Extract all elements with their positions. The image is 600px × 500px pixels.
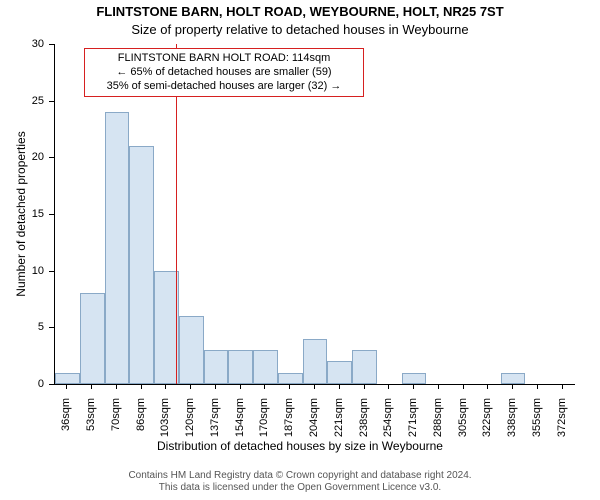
y-tick-mark <box>49 44 54 45</box>
x-tick-mark <box>364 384 365 389</box>
chart-title: FLINTSTONE BARN, HOLT ROAD, WEYBOURNE, H… <box>0 4 600 19</box>
histogram-bar <box>253 350 278 384</box>
x-tick-mark <box>438 384 439 389</box>
annotation-line-3: 35% of semi-detached houses are larger (… <box>91 80 357 94</box>
y-tick-label: 20 <box>0 151 44 163</box>
histogram-bar <box>204 350 229 384</box>
y-tick-mark <box>49 271 54 272</box>
histogram-bar <box>352 350 377 384</box>
x-tick-label: 53sqm <box>85 398 97 448</box>
x-tick-label: 86sqm <box>135 398 147 448</box>
x-tick-mark <box>66 384 67 389</box>
x-tick-mark <box>562 384 563 389</box>
x-tick-mark <box>240 384 241 389</box>
y-tick-mark <box>49 214 54 215</box>
x-tick-label: 204sqm <box>308 398 320 448</box>
x-tick-label: 305sqm <box>457 398 469 448</box>
chart-subtitle: Size of property relative to detached ho… <box>0 22 600 37</box>
histogram-bar <box>278 373 303 384</box>
x-tick-label: 372sqm <box>556 398 568 448</box>
x-tick-label: 103sqm <box>159 398 171 448</box>
histogram-bar <box>303 339 328 384</box>
x-tick-mark <box>165 384 166 389</box>
footer-text: Contains HM Land Registry data © Crown c… <box>0 470 600 494</box>
histogram-bar <box>55 373 80 384</box>
x-tick-label: 238sqm <box>358 398 370 448</box>
x-tick-mark <box>512 384 513 389</box>
y-tick-label: 25 <box>0 95 44 107</box>
histogram-bar <box>228 350 253 384</box>
x-tick-mark <box>91 384 92 389</box>
x-tick-label: 254sqm <box>382 398 394 448</box>
y-tick-mark <box>49 327 54 328</box>
histogram-bar <box>327 361 352 384</box>
x-tick-mark <box>116 384 117 389</box>
x-tick-label: 187sqm <box>283 398 295 448</box>
footer-line-1: Contains HM Land Registry data © Crown c… <box>0 470 600 482</box>
x-tick-mark <box>487 384 488 389</box>
x-tick-mark <box>463 384 464 389</box>
x-tick-label: 221sqm <box>333 398 345 448</box>
histogram-bar <box>179 316 204 384</box>
x-tick-label: 338sqm <box>506 398 518 448</box>
x-tick-label: 355sqm <box>531 398 543 448</box>
x-tick-mark <box>339 384 340 389</box>
x-tick-mark <box>388 384 389 389</box>
x-tick-mark <box>289 384 290 389</box>
histogram-bar <box>105 112 130 384</box>
y-tick-mark <box>49 101 54 102</box>
histogram-bar <box>80 293 105 384</box>
footer-line-2: This data is licensed under the Open Gov… <box>0 482 600 494</box>
x-tick-label: 322sqm <box>481 398 493 448</box>
histogram-bar <box>402 373 427 384</box>
x-tick-mark <box>215 384 216 389</box>
annotation-line-2: ← 65% of detached houses are smaller (59… <box>91 66 357 80</box>
x-tick-mark <box>141 384 142 389</box>
annotation-line-1: FLINTSTONE BARN HOLT ROAD: 114sqm <box>91 52 357 66</box>
x-tick-mark <box>314 384 315 389</box>
x-tick-mark <box>413 384 414 389</box>
x-tick-label: 120sqm <box>184 398 196 448</box>
x-tick-mark <box>190 384 191 389</box>
y-tick-label: 10 <box>0 265 44 277</box>
x-tick-label: 288sqm <box>432 398 444 448</box>
histogram-bar <box>501 373 526 384</box>
x-tick-label: 36sqm <box>60 398 72 448</box>
y-tick-label: 30 <box>0 38 44 50</box>
y-tick-mark <box>49 157 54 158</box>
x-tick-label: 137sqm <box>209 398 221 448</box>
y-tick-label: 0 <box>0 378 44 390</box>
x-tick-mark <box>264 384 265 389</box>
x-tick-label: 70sqm <box>110 398 122 448</box>
x-tick-label: 154sqm <box>234 398 246 448</box>
x-tick-mark <box>537 384 538 389</box>
histogram-bar <box>129 146 154 384</box>
y-tick-label: 15 <box>0 208 44 220</box>
x-tick-label: 170sqm <box>258 398 270 448</box>
y-tick-label: 5 <box>0 321 44 333</box>
y-tick-mark <box>49 384 54 385</box>
x-tick-label: 271sqm <box>407 398 419 448</box>
annotation-box: FLINTSTONE BARN HOLT ROAD: 114sqm ← 65% … <box>84 48 364 97</box>
